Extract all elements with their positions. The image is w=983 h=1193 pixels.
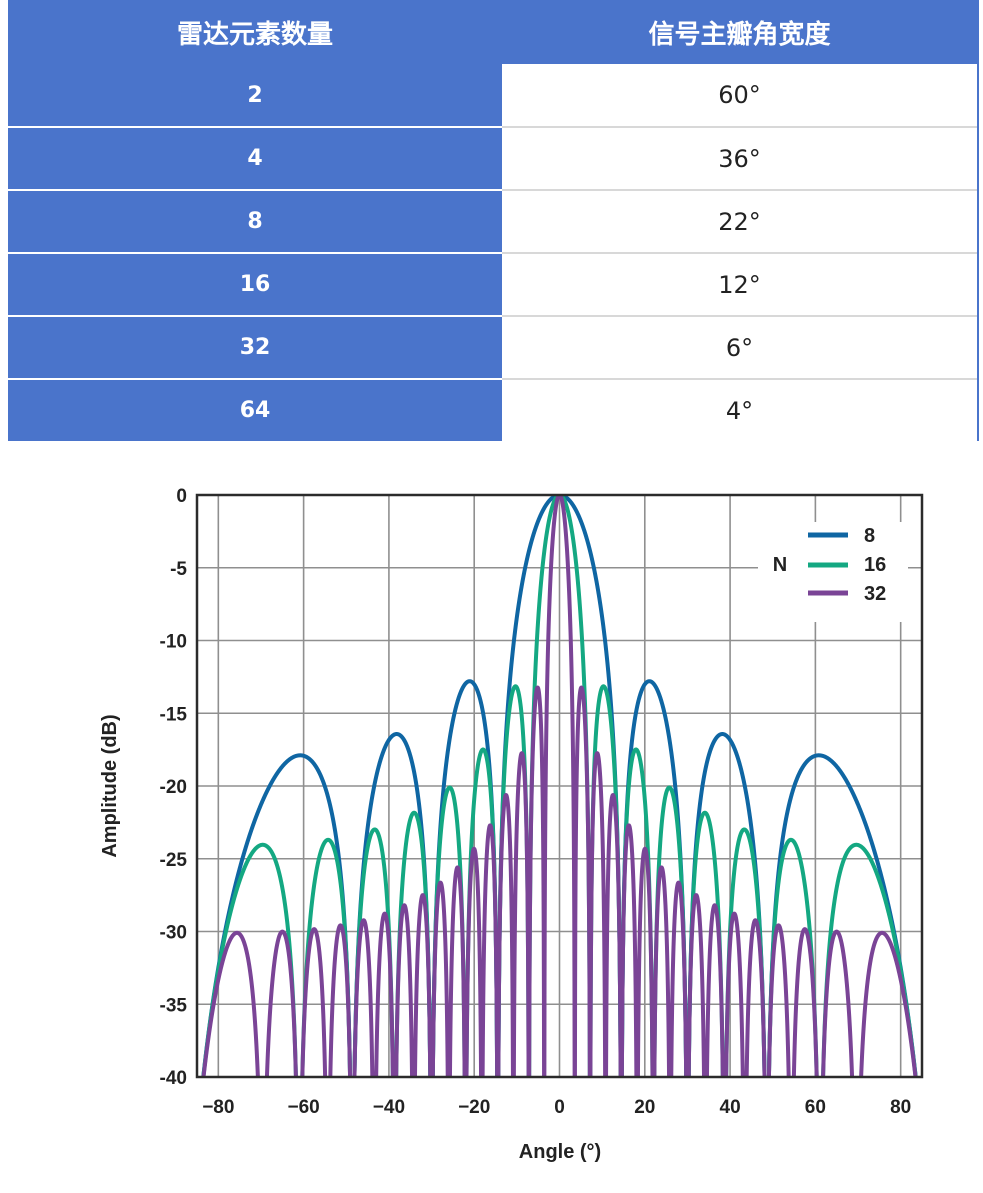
x-tick-label: 0	[554, 1097, 565, 1118]
table-header-row: 雷达元素数量 信号主瓣角宽度	[8, 0, 979, 64]
y-tick-label: 0	[176, 486, 187, 507]
x-tick-label: −40	[373, 1097, 405, 1118]
legend-label-16: 16	[864, 554, 886, 576]
row-divider	[502, 252, 977, 254]
x-tick-label: −60	[288, 1097, 320, 1118]
table-row: 4 36°	[8, 128, 979, 189]
x-axis-label: Angle (°)	[519, 1141, 601, 1163]
y-tick-label: -40	[160, 1068, 187, 1089]
y-tick-label: -10	[160, 632, 187, 653]
table-row: 16 12°	[8, 254, 979, 315]
y-tick-label: -20	[160, 777, 187, 798]
beam-width-cell: 22°	[502, 191, 977, 252]
x-tick-label: 80	[890, 1097, 911, 1118]
element-count-cell: 64	[239, 398, 271, 423]
row-divider	[8, 252, 979, 254]
y-tick-label: -15	[160, 704, 188, 725]
y-tick-label: -5	[170, 559, 187, 580]
row-divider	[502, 126, 977, 128]
element-count-cell: 8	[247, 209, 263, 234]
row-divider	[502, 378, 977, 380]
y-tick-labels: 0 -5 -10 -15 -20 -25 -30 -35 -40	[160, 486, 188, 1089]
legend-background	[758, 522, 908, 622]
series-line-32	[201, 495, 918, 1077]
x-tick-label: 40	[720, 1097, 741, 1118]
table-row: 64 4°	[8, 380, 979, 441]
series-line-8	[201, 495, 918, 1077]
x-tick-label: 60	[805, 1097, 826, 1118]
row-divider	[502, 315, 977, 317]
beam-width-cell: 12°	[502, 254, 977, 315]
y-tick-label: -35	[160, 995, 188, 1016]
table-row: 32 6°	[8, 317, 979, 378]
series-line-16	[201, 495, 918, 1077]
beam-width-cell: 4°	[502, 380, 977, 441]
beam-width-cell: 60°	[502, 64, 977, 126]
beam-width-cell: 36°	[502, 128, 977, 189]
x-tick-labels: −80 −60 −40 −20 0 20 40 60 80	[202, 1097, 911, 1118]
legend-title: N	[773, 554, 787, 576]
y-tick-label: -25	[160, 850, 188, 871]
table-row: 8 22°	[8, 191, 979, 252]
header-beam-width: 信号主瓣角宽度	[502, 0, 977, 64]
legend-label-32: 32	[864, 583, 886, 605]
y-tick-label: -30	[160, 923, 187, 944]
row-divider	[502, 189, 977, 191]
y-axis-label: Amplitude (dB)	[99, 714, 121, 857]
header-element-count: 雷达元素数量	[8, 0, 502, 64]
row-divider	[8, 189, 979, 191]
element-count-cell: 32	[239, 335, 271, 360]
legend: N 8 16 32	[758, 522, 908, 622]
row-divider	[8, 378, 979, 380]
beam-width-cell: 6°	[502, 317, 977, 378]
beamwidth-table: 雷达元素数量 信号主瓣角宽度 2 60° 4 36° 8 22° 16 12° …	[8, 0, 979, 441]
table-row: 2 60°	[8, 64, 979, 126]
x-tick-label: −80	[202, 1097, 234, 1118]
row-divider	[8, 315, 979, 317]
row-divider	[8, 126, 979, 128]
x-tick-label: 20	[634, 1097, 655, 1118]
beam-pattern-chart: −80 −60 −40 −20 0 20 40 60 80 0 -5 -10 -15 -20 -25 -30…	[99, 486, 924, 1163]
legend-label-8: 8	[864, 525, 875, 547]
element-count-cell: 16	[239, 272, 271, 297]
plot-frame	[195, 493, 924, 1079]
table-right-border	[977, 64, 979, 441]
element-count-cell: 2	[247, 82, 263, 108]
series-layer	[201, 495, 918, 1077]
element-count-cell: 4	[247, 146, 263, 171]
x-tick-label: −20	[458, 1097, 490, 1118]
